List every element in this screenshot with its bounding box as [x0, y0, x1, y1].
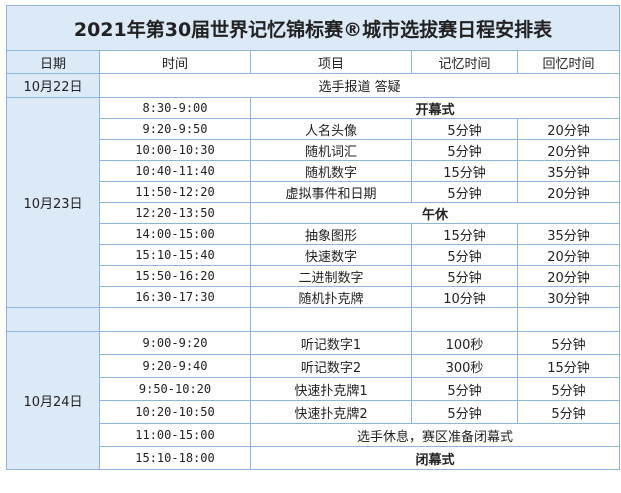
date-cell: 10月22日 [6, 73, 100, 98]
table-row: 10月23日 8:30-9:00 开幕式 [6, 97, 621, 308]
memory-time-cell: 5分钟 [411, 181, 518, 203]
memory-time-cell: 15分钟 [411, 223, 518, 245]
blank-row [6, 307, 621, 332]
event-cell: 选手报道 答疑 [98, 73, 621, 98]
time-cell: 11:50-12:20 [99, 181, 251, 203]
table-title: 2021年第30届世界记忆锦标赛®城市选拔赛日程安排表 [5, 5, 621, 51]
date-cell: 10月23日 [6, 97, 100, 308]
event-cell: 虚拟事件和日期 [250, 181, 412, 203]
memory-time-cell: 300秒 [411, 354, 518, 378]
time-cell: 9:20-9:50 [99, 118, 251, 140]
date-cell: 10月24日 [6, 331, 100, 470]
event-cell: 快速数字 [250, 244, 412, 266]
time-cell: 9:20-9:40 [99, 354, 251, 378]
time-cell: 10:20-10:50 [99, 400, 251, 424]
header-date: 日期 [6, 50, 100, 74]
time-cell: 11:00-15:00 [99, 423, 251, 447]
recall-time-cell: 15分钟 [516, 354, 621, 378]
memory-time-cell: 5分钟 [411, 244, 518, 266]
table-row: 12:20-13:50 午休 [7, 202, 621, 224]
time-cell: 12:20-13:50 [99, 202, 251, 224]
event-cell: 随机扑克牌 [250, 286, 412, 308]
table-row: 9:50-10:20 快速扑克牌1 5分钟 5分钟 [7, 377, 621, 401]
memory-time-cell: 10分钟 [411, 286, 518, 308]
recall-time-cell: 20分钟 [516, 244, 621, 266]
memory-time-cell: 5分钟 [411, 139, 518, 161]
event-cell: 二进制数字 [250, 265, 412, 287]
time-cell: 9:00-9:20 [99, 331, 251, 355]
time-cell: 15:10-15:40 [99, 244, 251, 266]
empty-cell [516, 307, 621, 332]
recall-time-cell: 20分钟 [516, 118, 621, 140]
time-cell: 15:10-18:00 [99, 446, 251, 470]
recall-time-cell: 5分钟 [516, 377, 621, 401]
event-cell: 听记数字1 [250, 331, 412, 355]
table-row: 11:00-15:00 选手休息，赛区准备闭幕式 [7, 423, 621, 447]
header-time: 时间 [99, 50, 251, 74]
empty-cell [250, 307, 412, 332]
memory-time-cell: 100秒 [411, 331, 518, 355]
empty-cell [411, 307, 518, 332]
table-row: 10月24日 9:00-9:20 听记数字1 100秒 5分钟 [6, 331, 621, 470]
event-cell: 开幕式 [249, 97, 621, 119]
event-cell: 人名头像 [250, 118, 412, 140]
empty-cell [99, 307, 251, 332]
recall-time-cell: 35分钟 [516, 160, 621, 182]
memory-time-cell: 5分钟 [411, 265, 518, 287]
time-cell: 14:00-15:00 [99, 223, 251, 245]
memory-time-cell: 5分钟 [411, 377, 518, 401]
time-cell: 9:50-10:20 [99, 377, 251, 401]
header-memory-time: 记忆时间 [411, 50, 518, 74]
table-row: 11:50-12:20 虚拟事件和日期 5分钟 20分钟 [7, 181, 621, 203]
schedule-table: 2021年第30届世界记忆锦标赛®城市选拔赛日程安排表 日期 时间 项目 记忆时… [5, 5, 621, 470]
time-cell: 16:30-17:30 [99, 286, 251, 308]
event-cell: 闭幕式 [249, 446, 621, 470]
recall-time-cell: 20分钟 [516, 139, 621, 161]
memory-time-cell: 5分钟 [411, 118, 518, 140]
table-row: 14:00-15:00 抽象图形 15分钟 35分钟 [7, 223, 621, 245]
time-cell: 10:00-10:30 [99, 139, 251, 161]
recall-time-cell: 20分钟 [516, 265, 621, 287]
time-cell: 8:30-9:00 [99, 97, 251, 119]
event-cell: 快速扑克牌1 [250, 377, 412, 401]
event-cell: 午休 [249, 202, 621, 224]
recall-time-cell: 35分钟 [516, 223, 621, 245]
recall-time-cell: 5分钟 [516, 400, 621, 424]
recall-time-cell: 5分钟 [516, 331, 621, 355]
memory-time-cell: 5分钟 [411, 400, 518, 424]
event-cell: 快速扑克牌2 [250, 400, 412, 424]
header-recall-time: 回忆时间 [516, 50, 621, 74]
table-row: 10:40-11:40 随机数字 15分钟 35分钟 [7, 160, 621, 182]
time-cell: 15:50-16:20 [99, 265, 251, 287]
time-cell: 10:40-11:40 [99, 160, 251, 182]
memory-time-cell: 15分钟 [411, 160, 518, 182]
event-cell: 随机数字 [250, 160, 412, 182]
table-row: 15:10-15:40 快速数字 5分钟 20分钟 [7, 244, 621, 266]
recall-time-cell: 30分钟 [516, 286, 621, 308]
event-cell: 抽象图形 [250, 223, 412, 245]
recall-time-cell: 20分钟 [516, 181, 621, 203]
event-cell: 听记数字2 [250, 354, 412, 378]
event-cell: 随机词汇 [250, 139, 412, 161]
table-row: 15:10-18:00 闭幕式 [7, 446, 621, 470]
event-cell: 选手休息，赛区准备闭幕式 [249, 423, 621, 447]
empty-cell [6, 307, 100, 332]
header-event: 项目 [250, 50, 412, 74]
